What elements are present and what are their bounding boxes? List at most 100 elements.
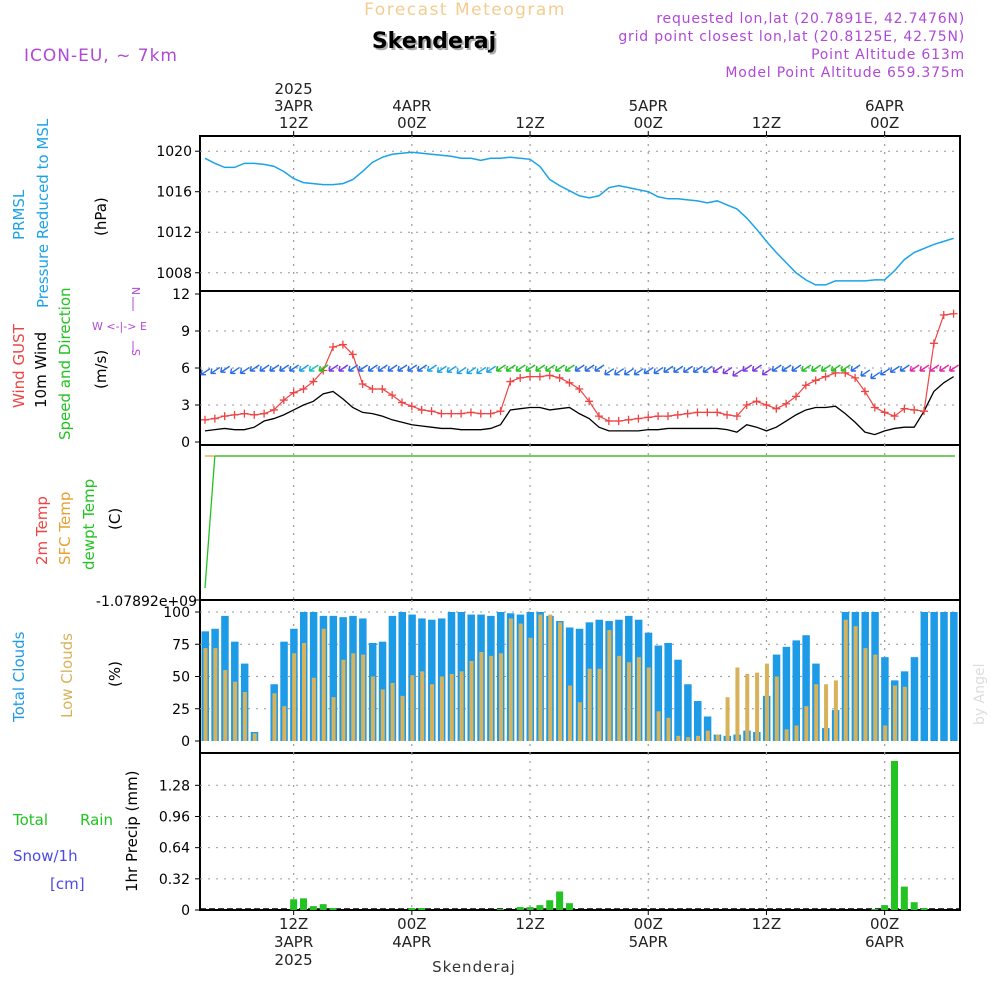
low-cloud-bar (686, 737, 691, 741)
gust-point (663, 412, 672, 421)
wind-tick-label: 9 (181, 324, 190, 340)
station-title: Skenderaj (372, 29, 496, 54)
wind-direction-arrow (220, 365, 231, 373)
gust-point (585, 397, 594, 406)
low-clouds-label: Low Clouds (58, 633, 76, 718)
gust-point (841, 368, 850, 377)
low-cloud-bar (361, 654, 366, 741)
low-cloud-bar (735, 667, 740, 741)
precip-bar (565, 903, 573, 910)
gust-point (762, 401, 771, 409)
precip-bar (290, 899, 298, 910)
bottom-time-label: 3APR (274, 933, 313, 951)
low-cloud-bar (567, 685, 572, 741)
precip-ylabel: 1hr Precip (mm) (123, 771, 141, 892)
low-cloud-bar (420, 671, 425, 741)
pressure-tick-label: 1008 (156, 266, 192, 282)
gust-point (269, 405, 278, 414)
low-cloud-bar (774, 676, 779, 741)
footer-station: Skenderaj (432, 958, 516, 976)
low-cloud-bar (311, 677, 316, 741)
gust-point (673, 410, 682, 419)
bottom-time-label: 00Z (397, 915, 426, 933)
gust-label: Wind GUST (10, 323, 28, 408)
precip-bar (526, 907, 534, 910)
top-time-label: 5APR (629, 97, 668, 115)
total-clouds-label: Total Clouds (10, 631, 28, 723)
total-cloud-bar (950, 612, 958, 741)
wind-direction-arrow (604, 368, 615, 376)
panel-frames (199, 135, 961, 911)
low-cloud-bar (646, 667, 651, 741)
wind-direction-arrow (801, 364, 812, 372)
low-cloud-bar (341, 659, 346, 741)
wind-direction-arrow (417, 364, 428, 372)
precip-bar (329, 908, 337, 910)
chart-marks (132, 151, 960, 910)
precip-bar (900, 886, 908, 910)
cloud-tick-label: 75 (172, 637, 190, 653)
low-cloud-bar (331, 697, 336, 741)
dewpoint-line (204, 455, 216, 589)
gust-point (683, 409, 692, 418)
gust-point (900, 404, 909, 413)
low-cloud-bar (439, 676, 444, 741)
wind-tick-label: 0 (181, 435, 190, 451)
gust-point (388, 391, 397, 400)
wind-tick-label: 6 (181, 361, 190, 377)
top-time-label: 2025 (275, 80, 313, 98)
wind-direction-arrow (860, 369, 871, 377)
gust-point (201, 415, 209, 424)
bottom-time-label: 4APR (392, 933, 431, 951)
wind-direction-arrow (348, 364, 359, 372)
gust-point (289, 388, 298, 397)
low-cloud-bar (617, 655, 622, 741)
wind-direction-arrow (525, 364, 536, 372)
gust-point (516, 373, 525, 382)
wind-direction-arrow (229, 366, 240, 375)
wind-direction-arrow (909, 364, 920, 372)
gust-point (801, 381, 810, 390)
low-cloud-bar (587, 668, 592, 741)
precip-bar (309, 906, 317, 910)
gust-point (476, 409, 485, 418)
gust-point (792, 392, 800, 401)
low-cloud-bar (479, 651, 484, 741)
temp-ymin-label: -1.07892e+09 (96, 594, 197, 610)
wind-direction-arrow (456, 366, 467, 375)
low-cloud-bar (370, 676, 375, 741)
low-cloud-bar (558, 622, 563, 741)
top-time-label: 12Z (279, 114, 308, 132)
wind-direction-arrow (870, 371, 881, 380)
wind-unit: (m/s) (92, 350, 110, 389)
temp-sfc-label: SFC Temp (56, 492, 74, 565)
wind-direction-arrow (811, 364, 822, 372)
precip-bar (920, 908, 928, 910)
precip-tick-label: 0.96 (159, 809, 190, 825)
gust-point (880, 408, 889, 417)
gust-point (890, 412, 899, 421)
wind-tick-label: 12 (172, 287, 190, 303)
low-cloud-bar (213, 648, 218, 741)
gust-point (299, 384, 308, 393)
panel-frame (199, 135, 961, 292)
precip-bar (418, 908, 426, 910)
low-cloud-bar (499, 653, 503, 741)
gust-point (407, 402, 416, 411)
low-cloud-bar (597, 668, 602, 741)
low-cloud-bar (893, 685, 897, 741)
low-cloud-bar (242, 691, 247, 741)
low-cloud-bar (203, 648, 208, 741)
top-time-label: 12Z (752, 114, 781, 132)
wind-direction-arrow (948, 364, 959, 372)
low-cloud-bar (715, 734, 720, 741)
precip-total-label: Total (12, 811, 48, 829)
wind-direction-arrow (702, 365, 713, 373)
gust-point (565, 378, 574, 387)
bottom-time-label: 6APR (865, 933, 904, 951)
wind-direction-arrow (476, 366, 487, 375)
wind-direction-arrow (850, 364, 861, 372)
precip-bar (910, 902, 918, 910)
wind-direction-arrow (436, 365, 447, 373)
